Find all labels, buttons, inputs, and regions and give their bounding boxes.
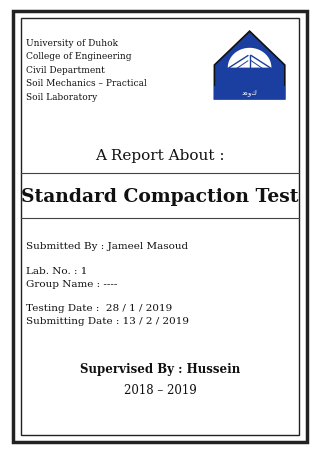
Text: University of Duhok: University of Duhok (26, 39, 118, 48)
Text: Soil Laboratory: Soil Laboratory (26, 93, 97, 102)
Text: Standard Compaction Test: Standard Compaction Test (21, 188, 299, 206)
Polygon shape (214, 31, 285, 99)
Text: 2018 – 2019: 2018 – 2019 (124, 384, 196, 397)
Bar (21, 18, 299, 435)
Text: College of Engineering: College of Engineering (26, 52, 131, 61)
Text: دهوك: دهوك (242, 89, 258, 96)
Text: UNIVERSITY OF DUHOK: UNIVERSITY OF DUHOK (224, 106, 275, 110)
Text: Lab. No. : 1: Lab. No. : 1 (26, 267, 87, 276)
Text: Testing Date :  28 / 1 / 2019: Testing Date : 28 / 1 / 2019 (26, 304, 172, 313)
Text: Supervised By : Hussein: Supervised By : Hussein (80, 363, 240, 376)
Text: Group Name : ----: Group Name : ---- (26, 280, 117, 289)
Text: Submitted By : Jameel Masoud: Submitted By : Jameel Masoud (26, 242, 188, 251)
Polygon shape (228, 48, 271, 67)
Text: Submitting Date : 13 / 2 / 2019: Submitting Date : 13 / 2 / 2019 (26, 317, 188, 326)
Text: A Report About :: A Report About : (95, 149, 225, 163)
Text: Soil Mechanics – Practical: Soil Mechanics – Practical (26, 79, 146, 88)
Text: Civil Department: Civil Department (26, 66, 104, 75)
Bar (214, 86, 285, 99)
